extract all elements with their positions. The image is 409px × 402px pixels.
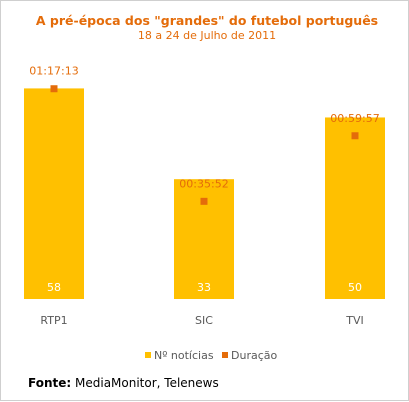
legend-swatch-0 [145,352,151,358]
duration-marker [50,85,58,93]
source-note: Fonte: MediaMonitor, Telenews [28,376,219,390]
chart-subtitle: 18 a 24 de Julho de 2011 [138,29,276,42]
x-tick-label: SIC [195,314,213,327]
duration-label: 00:59:57 [330,112,379,125]
duration-label: 00:35:52 [179,177,228,190]
duration-marker [200,197,208,205]
duration-marker [351,132,359,140]
bar-value-label: 50 [348,281,362,294]
legend-swatch-1 [222,352,228,358]
bar-rtp1 [24,88,84,300]
source-label: Fonte: [28,376,72,390]
x-tick-label: TVI [345,314,364,327]
duration-label: 01:17:13 [29,65,78,78]
legend: Nº notícias Duração [145,349,277,362]
source-text: MediaMonitor, Telenews [75,376,219,390]
x-tick-label: RTP1 [40,314,67,327]
chart-title: A pré-época dos "grandes" do futebol por… [36,13,378,28]
bar-tvi [325,117,385,299]
legend-label-0: Nº notícias [154,349,214,362]
bar-value-label: 33 [197,281,211,294]
plot-area: 58 01:17:13 RTP1 33 00:35:52 SIC 50 00:59:57 TVI [24,65,385,327]
bar-value-label: 58 [47,281,61,294]
legend-label-1: Duração [231,349,277,362]
